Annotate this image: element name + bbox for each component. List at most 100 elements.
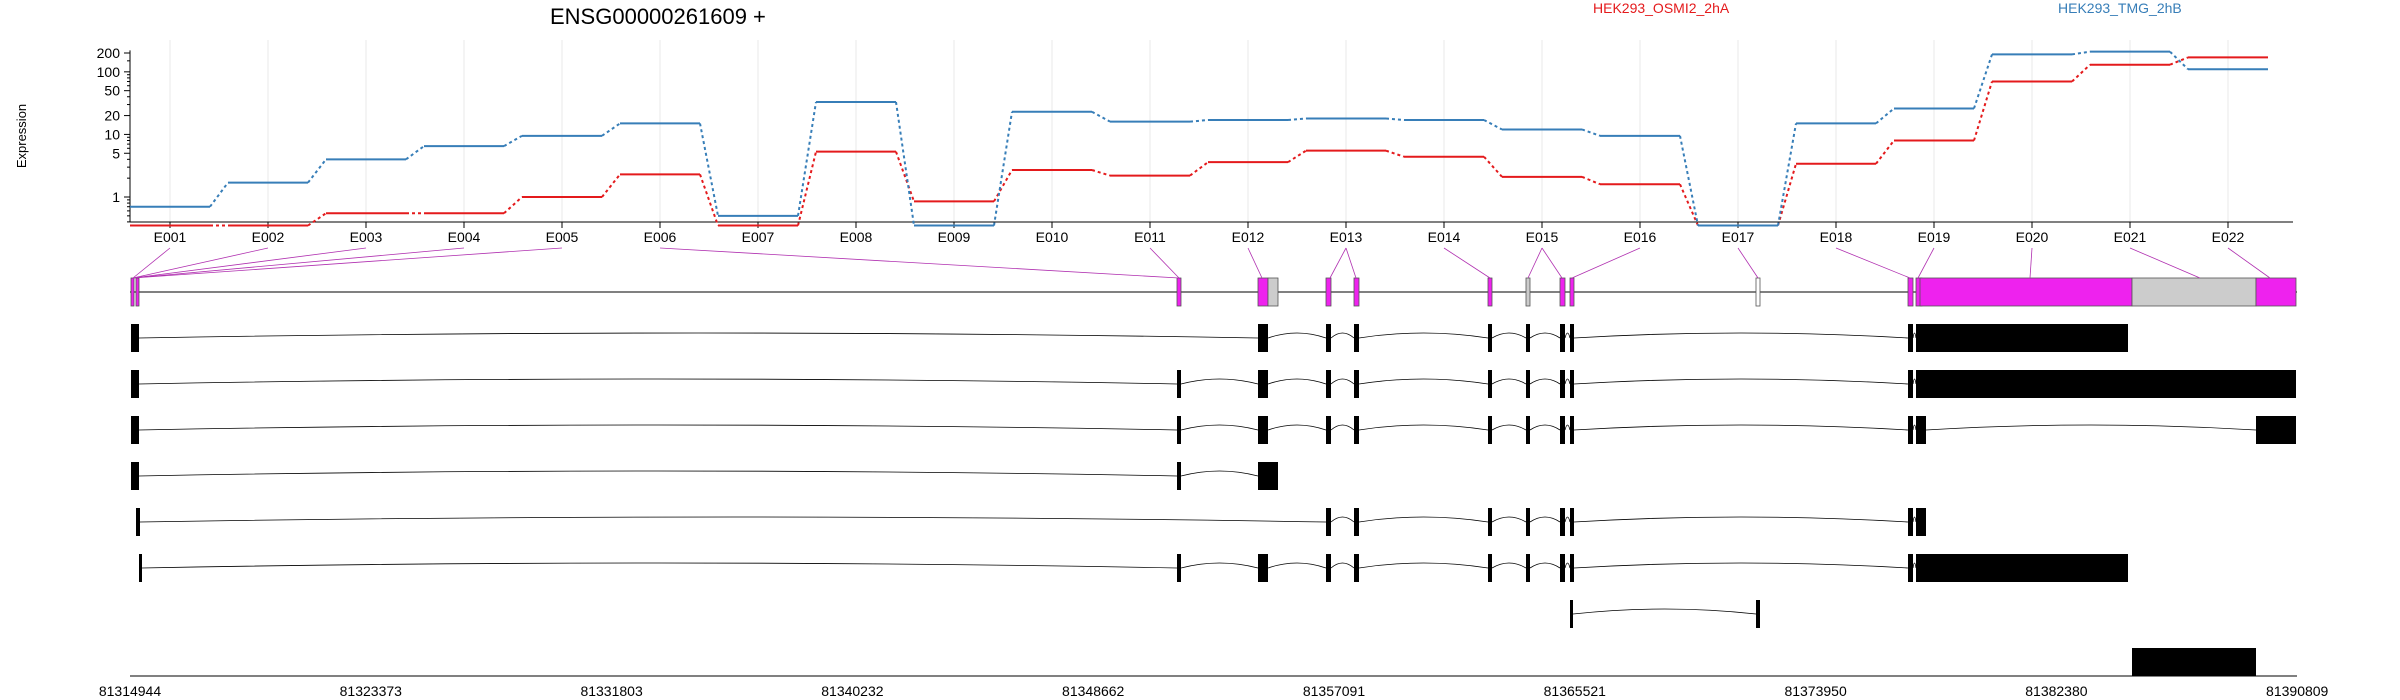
y-tick-label: 20 bbox=[104, 108, 120, 124]
intron-line bbox=[1573, 516, 1909, 523]
exon-connector bbox=[132, 247, 367, 279]
x-tick-label: E006 bbox=[644, 229, 677, 245]
exon-block bbox=[1559, 277, 1566, 307]
exon-block bbox=[1525, 277, 1531, 307]
series-1 bbox=[130, 56, 2268, 227]
intron-line bbox=[1491, 332, 1527, 339]
transition-segment bbox=[503, 196, 523, 214]
x-tick-label: E021 bbox=[2114, 229, 2147, 245]
exon-block bbox=[1916, 416, 1926, 444]
transition-segment bbox=[2071, 50, 2091, 56]
exon-connector bbox=[2227, 247, 2271, 279]
exon-block bbox=[1354, 370, 1359, 398]
exon-block bbox=[1354, 508, 1359, 536]
transition-segment bbox=[405, 145, 425, 161]
intron-line bbox=[138, 470, 1178, 477]
transition-segment bbox=[1777, 163, 1797, 226]
legend-series-2: HEK293_TMG_2hB bbox=[2058, 0, 2182, 16]
intron-line bbox=[1358, 562, 1489, 569]
exon-block bbox=[2255, 277, 2297, 307]
exon-block bbox=[2132, 648, 2256, 676]
transition-segment bbox=[1287, 117, 1307, 121]
exon-block bbox=[1570, 324, 1574, 352]
intron-line bbox=[1529, 332, 1561, 339]
intron-line bbox=[1925, 424, 2257, 431]
exon-block bbox=[1326, 554, 1331, 582]
intron-line bbox=[1267, 562, 1327, 569]
transition-segment bbox=[1973, 54, 1993, 109]
exon-block bbox=[1258, 324, 1268, 352]
exon-block bbox=[1258, 370, 1268, 398]
intron-line bbox=[1330, 332, 1355, 339]
transition-segment bbox=[1973, 81, 1993, 141]
exon-block bbox=[1325, 277, 1332, 307]
exon-connector bbox=[1329, 247, 1347, 279]
intron-line bbox=[141, 562, 1178, 569]
exon-block bbox=[1570, 508, 1574, 536]
x-tick-label: E013 bbox=[1330, 229, 1363, 245]
intron-line bbox=[1330, 378, 1355, 385]
intron-line bbox=[1572, 608, 1757, 615]
exon-block bbox=[1177, 462, 1181, 490]
intron-line bbox=[1491, 516, 1527, 523]
intron-line bbox=[1491, 424, 1527, 431]
genomic-tick-label: 81373950 bbox=[1784, 683, 1847, 699]
transition-segment bbox=[1679, 183, 1699, 226]
exon-block bbox=[1353, 277, 1360, 307]
x-tick-label: E001 bbox=[154, 229, 187, 245]
exon-block bbox=[1488, 370, 1492, 398]
exon-connector bbox=[1541, 247, 1563, 279]
intron-line bbox=[1358, 332, 1489, 339]
transition-segment bbox=[797, 101, 817, 216]
exon-block bbox=[135, 277, 140, 307]
exon-block bbox=[1908, 508, 1913, 536]
genomic-tick-label: 81365521 bbox=[1544, 683, 1607, 699]
x-tick-label: E017 bbox=[1722, 229, 1755, 245]
transition-segment bbox=[1679, 135, 1699, 226]
transcript-row-4 bbox=[131, 462, 1278, 490]
exon-block bbox=[2131, 277, 2257, 307]
transcript-row-3 bbox=[131, 416, 2296, 444]
exon-block bbox=[1526, 416, 1530, 444]
exon-block bbox=[1570, 370, 1574, 398]
genomic-tick-label: 81382380 bbox=[2025, 683, 2088, 699]
transition-segment bbox=[993, 111, 1013, 226]
exon-block bbox=[1755, 277, 1761, 307]
transcript-row-7 bbox=[1570, 600, 1760, 628]
exon-connector bbox=[1527, 247, 1543, 279]
exon-block bbox=[130, 277, 135, 307]
plot-layer: 200 100 50 20 10 5 1 E001 E002 E003 E004 E005 E006 E0… bbox=[97, 40, 2329, 699]
exon-connector bbox=[1737, 247, 1759, 279]
x-tick-label: E010 bbox=[1036, 229, 1069, 245]
chart-title: ENSG00000261609 + bbox=[550, 4, 766, 29]
intron-line bbox=[1358, 378, 1489, 385]
exon-block bbox=[1258, 554, 1268, 582]
x-tick-label: E015 bbox=[1526, 229, 1559, 245]
intron-line bbox=[1912, 562, 1917, 569]
x-tick-label: E005 bbox=[546, 229, 579, 245]
y-tick-label: 10 bbox=[104, 126, 120, 142]
exon-connector bbox=[1443, 247, 1491, 279]
exon-block bbox=[1526, 508, 1530, 536]
x-tick-label: E016 bbox=[1624, 229, 1657, 245]
intron-line bbox=[1912, 378, 1917, 385]
exon-block bbox=[1267, 277, 1279, 307]
transition-segment bbox=[1875, 107, 1895, 125]
transition-segment bbox=[209, 181, 229, 208]
exon-block bbox=[1908, 416, 1913, 444]
exon-block bbox=[1257, 277, 1269, 307]
transition-segment bbox=[1385, 149, 1405, 158]
exon-block bbox=[1488, 508, 1492, 536]
exon-block bbox=[1526, 324, 1530, 352]
exon-block bbox=[1569, 277, 1575, 307]
transition-segment bbox=[1287, 149, 1307, 164]
transition-segment bbox=[1189, 161, 1209, 177]
transition-segment bbox=[1483, 156, 1503, 178]
series-2 bbox=[130, 50, 2268, 227]
x-tick-label: E008 bbox=[840, 229, 873, 245]
exon-block bbox=[1488, 324, 1492, 352]
intron-line bbox=[1529, 378, 1561, 385]
exon-connector bbox=[132, 247, 563, 279]
exon-block bbox=[1756, 600, 1760, 628]
exon-block bbox=[131, 462, 139, 490]
